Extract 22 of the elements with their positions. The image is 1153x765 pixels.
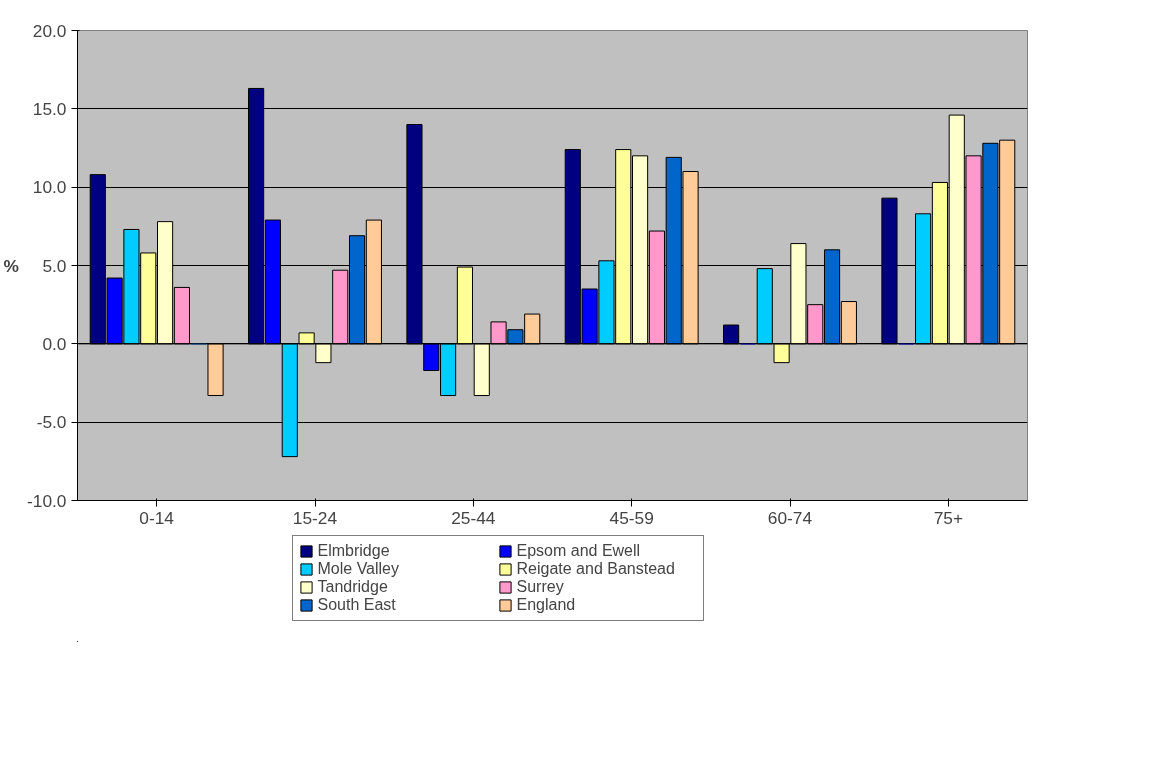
x-tick-label: 45-59 <box>609 507 654 528</box>
legend-label: Reigate and Banstead <box>516 560 676 578</box>
x-tick-label: 25-44 <box>451 507 496 528</box>
y-axis-title: % <box>3 255 20 276</box>
y-tick-label: 10.0 <box>32 177 67 198</box>
x-tick-label: 60-74 <box>767 507 813 528</box>
y-tick-label: 5.0 <box>42 255 67 276</box>
x-tick-label: 15-24 <box>292 507 338 528</box>
y-tick-label: 0.0 <box>42 333 67 354</box>
x-tick-label: 75+ <box>933 507 964 528</box>
legend-label: Mole Valley <box>317 560 400 578</box>
x-tick-label: 0-14 <box>139 507 175 528</box>
y-tick-label: 20.0 <box>32 20 67 41</box>
legend-label: Surrey <box>516 578 565 596</box>
legend-label: Elmbridge <box>317 542 391 560</box>
legend-label: Tandridge <box>317 578 389 596</box>
legend-label: South East <box>317 596 397 614</box>
legend-label: Epsom and Ewell <box>516 542 642 560</box>
y-tick-label: -10.0 <box>27 490 67 511</box>
legend-label: England <box>516 596 577 614</box>
y-tick-label: 15.0 <box>32 98 67 119</box>
y-tick-label: -5.0 <box>36 412 67 433</box>
